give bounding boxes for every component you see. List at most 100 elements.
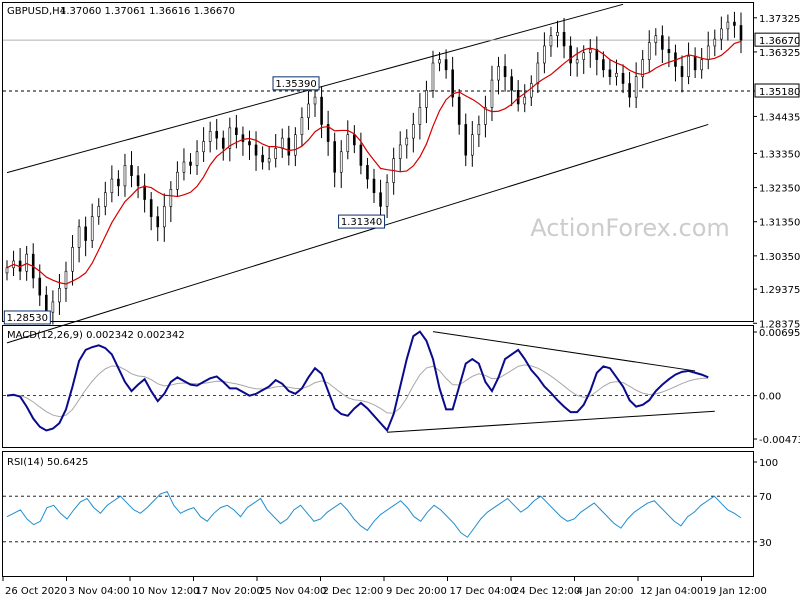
candle-body xyxy=(97,206,101,217)
rsi-line xyxy=(6,491,742,538)
candle-body xyxy=(77,226,81,248)
rsi-tick-label: 100 xyxy=(759,458,778,469)
candle-body xyxy=(51,301,55,313)
candle-body xyxy=(457,96,461,125)
x-tick-label: 19 Jan 12:00 xyxy=(704,586,767,597)
candle-body xyxy=(405,137,409,146)
candle-body xyxy=(706,45,710,60)
price-tick-label: 1.36325 xyxy=(759,48,800,59)
candle-body xyxy=(117,178,120,187)
candle-body xyxy=(189,161,192,166)
candle-body xyxy=(451,69,454,98)
candle-body xyxy=(523,96,527,105)
candle-body xyxy=(418,107,422,125)
candle-body xyxy=(733,21,736,26)
candle-body xyxy=(294,134,297,156)
macd-trendline-lower xyxy=(387,410,715,433)
candle-body xyxy=(136,175,140,187)
x-tick-label: 25 Nov 04:00 xyxy=(259,586,326,597)
candle-body xyxy=(195,151,199,166)
candle-body xyxy=(497,66,500,81)
candle-body xyxy=(162,206,166,228)
price-annotation: 1.35390 xyxy=(272,76,320,91)
candle-body xyxy=(228,127,232,149)
candle-body xyxy=(739,25,743,41)
candle-body xyxy=(307,103,310,118)
candle-body xyxy=(628,83,631,98)
annotation-label: 1.35390 xyxy=(275,79,316,90)
candle-body xyxy=(634,76,638,98)
x-tick-label: 17 Dec 04:00 xyxy=(450,586,517,597)
candle-body xyxy=(5,267,9,274)
annotation-box xyxy=(3,310,51,325)
candle-body xyxy=(104,192,107,207)
candle-body xyxy=(562,32,566,47)
macd-tick-label: -0.004736 xyxy=(759,435,800,446)
candle-body xyxy=(45,294,48,313)
candle-body xyxy=(287,137,291,156)
candle-body xyxy=(412,124,415,139)
x-tick-label: 4 Jan 20:00 xyxy=(577,586,634,597)
candle-body xyxy=(123,165,127,187)
candle-body xyxy=(84,226,87,241)
candle-body xyxy=(687,55,690,77)
price-layer: 1.35390 1.31340 1.28530 xyxy=(3,3,753,344)
candle-body xyxy=(359,144,363,166)
candle-body xyxy=(366,165,369,180)
candle-body xyxy=(615,72,618,77)
annotation-box xyxy=(338,214,386,229)
candle-body xyxy=(254,144,258,156)
ohlc-label: 1.37060 1.37061 1.36616 1.36670 xyxy=(60,6,235,17)
x-tick-label: 12 Jan 04:00 xyxy=(640,586,703,597)
candle-body xyxy=(248,141,251,146)
price-panel xyxy=(2,2,754,322)
price-annotation: 1.31340 xyxy=(338,214,386,229)
candle-body xyxy=(654,35,658,43)
x-tick-label: 2 Dec 12:00 xyxy=(323,586,384,597)
macd-tick-label: 0.006956 xyxy=(759,328,800,339)
candle-body xyxy=(543,45,546,64)
candle-body xyxy=(241,134,245,142)
candle-body xyxy=(215,130,219,139)
candle-body xyxy=(261,154,264,163)
candle-body xyxy=(398,144,402,159)
candle-body xyxy=(143,185,146,200)
price-tick-label: 1.28375 xyxy=(759,319,800,330)
macd-label: MACD(12,26,9) 0.002342 0.002342 xyxy=(7,330,185,341)
price-tick-label: 1.31350 xyxy=(759,218,800,229)
candle-body xyxy=(110,178,114,194)
candle-body xyxy=(379,192,382,207)
macd-signal-line xyxy=(6,364,709,418)
candle-body xyxy=(510,76,513,91)
macd-main-line xyxy=(6,330,709,433)
x-tick-label: 24 Dec 12:00 xyxy=(513,586,580,597)
candle-body xyxy=(333,141,336,173)
candle-body xyxy=(575,59,579,64)
candle-body xyxy=(372,178,376,194)
candle-body xyxy=(588,49,592,54)
annotation-label: 1.28530 xyxy=(7,313,48,324)
rsi-tick-label: 70 xyxy=(759,492,772,503)
candle-body xyxy=(726,21,730,30)
annotation-label: 1.31340 xyxy=(341,217,382,228)
candle-body xyxy=(536,62,540,84)
candle-body xyxy=(602,59,605,71)
rsi-tick-label: 30 xyxy=(759,538,772,549)
candle-body xyxy=(149,199,153,217)
candle-body xyxy=(182,161,186,173)
candle-body xyxy=(464,124,468,156)
candle-body xyxy=(313,96,317,105)
candle-body xyxy=(490,79,494,108)
candle-body xyxy=(280,137,284,149)
candle-body xyxy=(353,134,356,146)
x-tick-label: 9 Dec 20:00 xyxy=(386,586,447,597)
x-tick-label: 17 Nov 20:00 xyxy=(196,586,263,597)
candle-body xyxy=(25,253,28,272)
rsi-panel xyxy=(2,451,754,577)
axes-layer: 1.37325 1.36325 1.35180 1.34435 1.33350 1.323… xyxy=(2,14,800,597)
price-annotation: 1.28530 xyxy=(3,310,51,325)
candle-body xyxy=(529,83,533,98)
candle-body xyxy=(208,130,212,142)
candle-body xyxy=(176,171,179,190)
